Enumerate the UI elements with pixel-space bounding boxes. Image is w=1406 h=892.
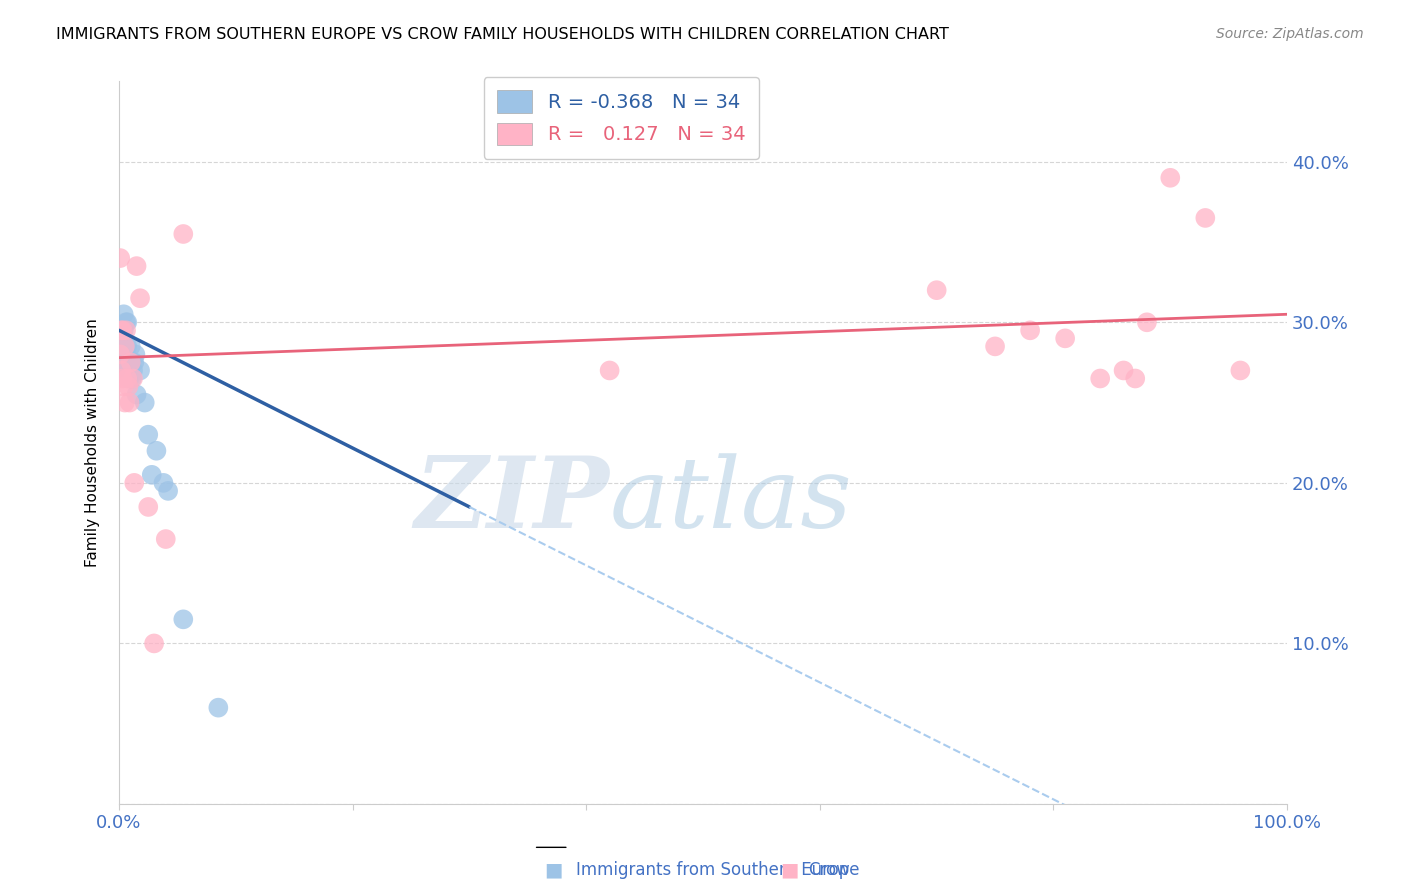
Text: Crow: Crow	[808, 861, 851, 879]
Text: Source: ZipAtlas.com: Source: ZipAtlas.com	[1216, 27, 1364, 41]
Point	[1229, 363, 1251, 377]
Point	[115, 339, 138, 353]
Text: atlas: atlas	[610, 453, 852, 549]
Point	[117, 363, 139, 377]
Point	[152, 475, 174, 490]
Text: IMMIGRANTS FROM SOUTHERN EUROPE VS CROW FAMILY HOUSEHOLDS WITH CHILDREN CORRELAT: IMMIGRANTS FROM SOUTHERN EUROPE VS CROW …	[56, 27, 949, 42]
Point	[112, 379, 135, 393]
Point	[1159, 170, 1181, 185]
Point	[120, 339, 142, 353]
Point	[155, 532, 177, 546]
Point	[115, 347, 138, 361]
Point	[124, 347, 146, 361]
Point	[115, 323, 138, 337]
Point	[118, 395, 141, 409]
Point	[1136, 315, 1159, 329]
Point	[110, 323, 132, 337]
Point	[111, 371, 134, 385]
Point	[129, 363, 152, 377]
Point	[129, 291, 152, 305]
Point	[925, 283, 948, 297]
Point	[1054, 331, 1077, 345]
Point	[114, 339, 136, 353]
Point	[114, 355, 136, 369]
Point	[141, 467, 163, 482]
Point	[110, 355, 132, 369]
Point	[1194, 211, 1216, 225]
Point	[112, 323, 135, 337]
Point	[111, 323, 134, 337]
Point	[117, 379, 139, 393]
Point	[122, 363, 145, 377]
Point	[125, 259, 148, 273]
Point	[110, 363, 132, 377]
Legend: R = -0.368   N = 34, R =   0.127   N = 34: R = -0.368 N = 34, R = 0.127 N = 34	[484, 77, 759, 159]
Point	[112, 307, 135, 321]
Text: ZIP: ZIP	[415, 452, 610, 549]
Point	[115, 315, 138, 329]
Point	[111, 363, 134, 377]
Point	[157, 483, 180, 498]
Point	[136, 427, 159, 442]
Point	[134, 395, 156, 409]
Text: ■: ■	[780, 860, 799, 880]
Point	[122, 371, 145, 385]
Point	[110, 323, 132, 337]
Point	[122, 355, 145, 369]
Point	[122, 475, 145, 490]
Point	[114, 395, 136, 409]
Text: Immigrants from Southern Europe: Immigrants from Southern Europe	[576, 861, 860, 879]
Point	[599, 363, 621, 377]
Point	[120, 355, 142, 369]
Point	[121, 371, 143, 385]
Point	[143, 636, 166, 650]
Point	[114, 339, 136, 353]
Text: ■: ■	[544, 860, 562, 880]
Point	[110, 339, 132, 353]
Point	[136, 500, 159, 514]
Point	[118, 371, 141, 385]
Point	[111, 339, 134, 353]
Point	[1112, 363, 1135, 377]
Point	[115, 315, 138, 329]
Y-axis label: Family Households with Children: Family Households with Children	[86, 318, 100, 567]
Point	[172, 612, 194, 626]
Point	[125, 387, 148, 401]
Point	[1123, 371, 1146, 385]
Point	[984, 339, 1007, 353]
Point	[145, 443, 167, 458]
Point	[110, 347, 132, 361]
Point	[1090, 371, 1112, 385]
Point	[120, 355, 142, 369]
Point	[110, 347, 132, 361]
Point	[110, 339, 132, 353]
Point	[115, 371, 138, 385]
Point	[172, 227, 194, 241]
Point	[110, 331, 132, 345]
Point	[1019, 323, 1042, 337]
Point	[110, 251, 132, 265]
Point	[207, 700, 229, 714]
